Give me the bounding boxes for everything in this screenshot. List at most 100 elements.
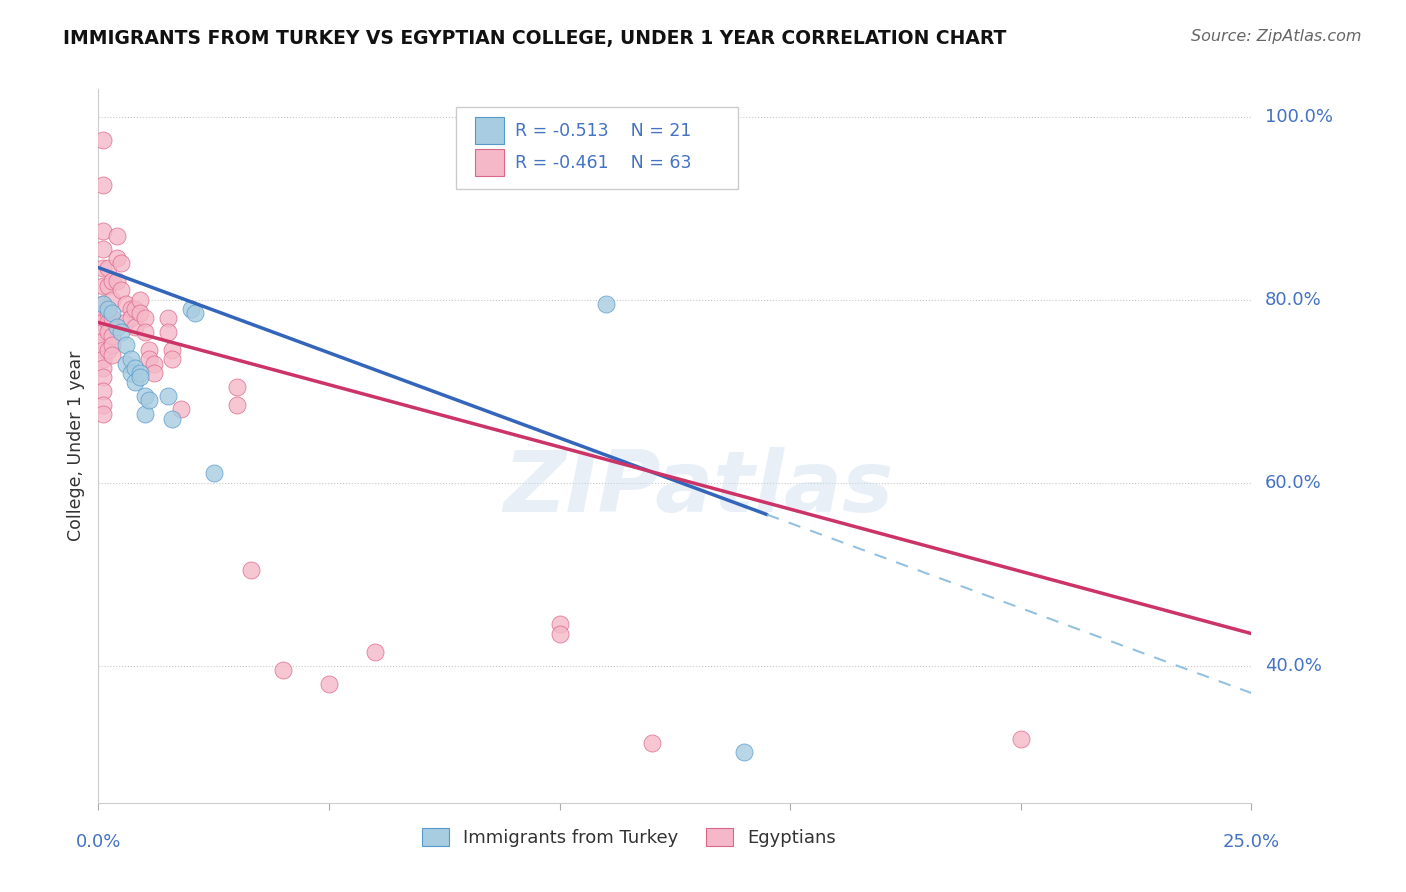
Point [160,343,183,357]
Point [91,260,114,275]
Text: ZIPatlas: ZIPatlas [503,447,893,531]
Point [142,357,165,371]
Point [115,297,138,311]
Point [110,284,132,298]
Bar [475,117,505,145]
Point [97,279,120,293]
Point [101,306,124,320]
Point [138,352,160,367]
Point [318,677,340,691]
Point [91,306,114,320]
Point [641,736,664,750]
Point [101,310,124,325]
Point [124,361,146,376]
Point [101,347,124,361]
Point [101,293,124,307]
Point [115,316,138,330]
Point [120,310,142,325]
Point [142,366,165,380]
Point [156,389,179,403]
Point [202,467,225,481]
Point [91,279,114,293]
Point [105,228,128,243]
Point [91,132,114,146]
Point [184,306,207,320]
Point [91,316,114,330]
Text: 0.0%: 0.0% [76,833,121,851]
Text: 60.0%: 60.0% [1265,474,1322,491]
Point [97,301,120,316]
Point [91,384,114,398]
Point [124,375,146,389]
Point [548,617,571,632]
Point [91,297,114,311]
Point [105,320,128,334]
Point [120,301,142,316]
Point [134,407,156,421]
Point [101,338,124,352]
Text: 100.0%: 100.0% [1265,108,1333,126]
Point [124,320,146,334]
Point [97,343,120,357]
Point [101,329,124,343]
Point [595,297,617,311]
Point [138,393,160,408]
Point [129,366,152,380]
Point [91,398,114,412]
Point [364,645,387,659]
Point [120,352,142,367]
Point [97,325,120,339]
Bar [475,149,505,177]
Point [91,352,114,367]
Point [548,626,571,640]
Point [138,343,160,357]
Point [170,402,193,417]
Point [1010,731,1032,746]
Point [134,389,156,403]
Point [115,338,138,352]
Point [129,306,152,320]
Point [160,352,183,367]
Point [134,310,156,325]
Text: R = -0.461    N = 63: R = -0.461 N = 63 [515,153,692,171]
Point [239,562,262,576]
Point [91,297,114,311]
Point [160,411,183,425]
Point [91,325,114,339]
Point [91,224,114,238]
Text: Source: ZipAtlas.com: Source: ZipAtlas.com [1191,29,1361,44]
Point [120,366,142,380]
Point [134,325,156,339]
Point [225,379,247,393]
Point [91,361,114,376]
Legend: Immigrants from Turkey, Egyptians: Immigrants from Turkey, Egyptians [415,822,844,855]
Point [97,316,120,330]
Point [91,370,114,384]
Point [156,325,179,339]
Point [225,398,247,412]
Point [97,260,120,275]
Text: 80.0%: 80.0% [1265,291,1322,309]
Point [129,293,152,307]
Point [105,274,128,288]
Y-axis label: College, Under 1 year: College, Under 1 year [66,351,84,541]
Point [115,357,138,371]
Point [101,274,124,288]
Point [129,370,152,384]
Point [110,256,132,270]
Text: R = -0.513    N = 21: R = -0.513 N = 21 [515,121,690,139]
Point [91,178,114,193]
Text: 40.0%: 40.0% [1265,657,1322,674]
FancyBboxPatch shape [456,107,738,189]
Point [91,407,114,421]
Point [97,306,120,320]
Point [91,343,114,357]
Point [156,310,179,325]
Point [105,252,128,266]
Text: 25.0%: 25.0% [1223,833,1279,851]
Point [110,325,132,339]
Text: IMMIGRANTS FROM TURKEY VS EGYPTIAN COLLEGE, UNDER 1 YEAR CORRELATION CHART: IMMIGRANTS FROM TURKEY VS EGYPTIAN COLLE… [63,29,1007,47]
Point [271,663,294,677]
Point [733,746,755,760]
Point [124,301,146,316]
